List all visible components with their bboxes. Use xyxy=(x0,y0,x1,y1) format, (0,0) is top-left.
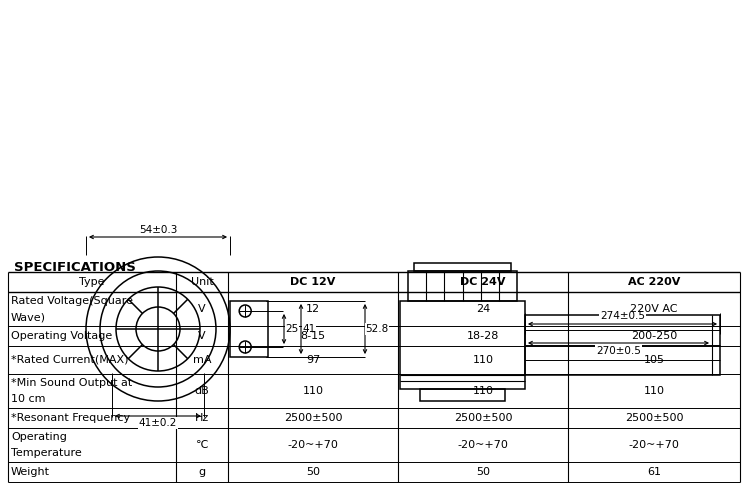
Bar xyxy=(414,263,511,271)
Text: 12: 12 xyxy=(306,304,320,314)
Bar xyxy=(408,271,517,301)
Text: *Min Sound Output at: *Min Sound Output at xyxy=(11,377,132,388)
Text: DC 12V: DC 12V xyxy=(290,277,336,287)
Text: 50: 50 xyxy=(476,467,490,477)
Text: 52.8: 52.8 xyxy=(365,324,388,334)
Text: 110: 110 xyxy=(302,386,323,396)
Text: SPECIFICATIONS: SPECIFICATIONS xyxy=(14,261,136,274)
Circle shape xyxy=(136,307,180,351)
Text: Operating: Operating xyxy=(11,431,67,442)
Text: 220V AC: 220V AC xyxy=(630,304,678,314)
Text: 50: 50 xyxy=(306,467,320,477)
Text: 2500±500: 2500±500 xyxy=(454,413,512,423)
Text: Weight: Weight xyxy=(11,467,50,477)
Text: 274±0.5: 274±0.5 xyxy=(600,311,645,321)
Text: AC 220V: AC 220V xyxy=(628,277,680,287)
Text: 8-15: 8-15 xyxy=(301,331,326,341)
Text: -20~+70: -20~+70 xyxy=(628,440,680,450)
Text: ℃: ℃ xyxy=(196,440,208,450)
Text: Temperature: Temperature xyxy=(11,449,82,459)
Text: V: V xyxy=(198,304,206,314)
Text: 105: 105 xyxy=(644,355,664,365)
Text: -20~+70: -20~+70 xyxy=(458,440,509,450)
Text: 41±0.2: 41±0.2 xyxy=(139,418,177,428)
Text: 41: 41 xyxy=(302,324,316,334)
Text: *Resonant Frequency: *Resonant Frequency xyxy=(11,413,130,423)
Text: 61: 61 xyxy=(647,467,661,477)
Text: 18-28: 18-28 xyxy=(466,331,500,341)
Text: 2500±500: 2500±500 xyxy=(625,413,683,423)
Text: DC 24V: DC 24V xyxy=(460,277,506,287)
Text: Rated Voltage(Square: Rated Voltage(Square xyxy=(11,295,133,305)
Text: Operating Voltage: Operating Voltage xyxy=(11,331,112,341)
Text: 2500±500: 2500±500 xyxy=(284,413,342,423)
Bar xyxy=(420,389,505,401)
Text: 10 cm: 10 cm xyxy=(11,395,46,405)
Text: g: g xyxy=(199,467,206,477)
Text: *Rated Current(MAX): *Rated Current(MAX) xyxy=(11,355,128,365)
Text: 97: 97 xyxy=(306,355,320,365)
Text: 110: 110 xyxy=(472,386,494,396)
Text: Unit: Unit xyxy=(190,277,213,287)
Text: 24: 24 xyxy=(476,304,490,314)
Text: mA: mA xyxy=(193,355,211,365)
Text: Type: Type xyxy=(80,277,105,287)
Text: 110: 110 xyxy=(644,386,664,396)
Bar xyxy=(400,301,525,389)
Bar xyxy=(525,315,720,375)
Text: Hz: Hz xyxy=(195,413,209,423)
Text: 54±0.3: 54±0.3 xyxy=(139,225,177,235)
Text: 110: 110 xyxy=(472,355,494,365)
Text: -20~+70: -20~+70 xyxy=(287,440,338,450)
Text: 25: 25 xyxy=(285,324,298,334)
Text: Wave): Wave) xyxy=(11,312,46,323)
Text: V: V xyxy=(198,331,206,341)
Text: 270±0.5: 270±0.5 xyxy=(596,346,641,356)
Text: dB: dB xyxy=(195,386,209,396)
Text: 200-250: 200-250 xyxy=(631,331,677,341)
Bar xyxy=(230,301,268,357)
